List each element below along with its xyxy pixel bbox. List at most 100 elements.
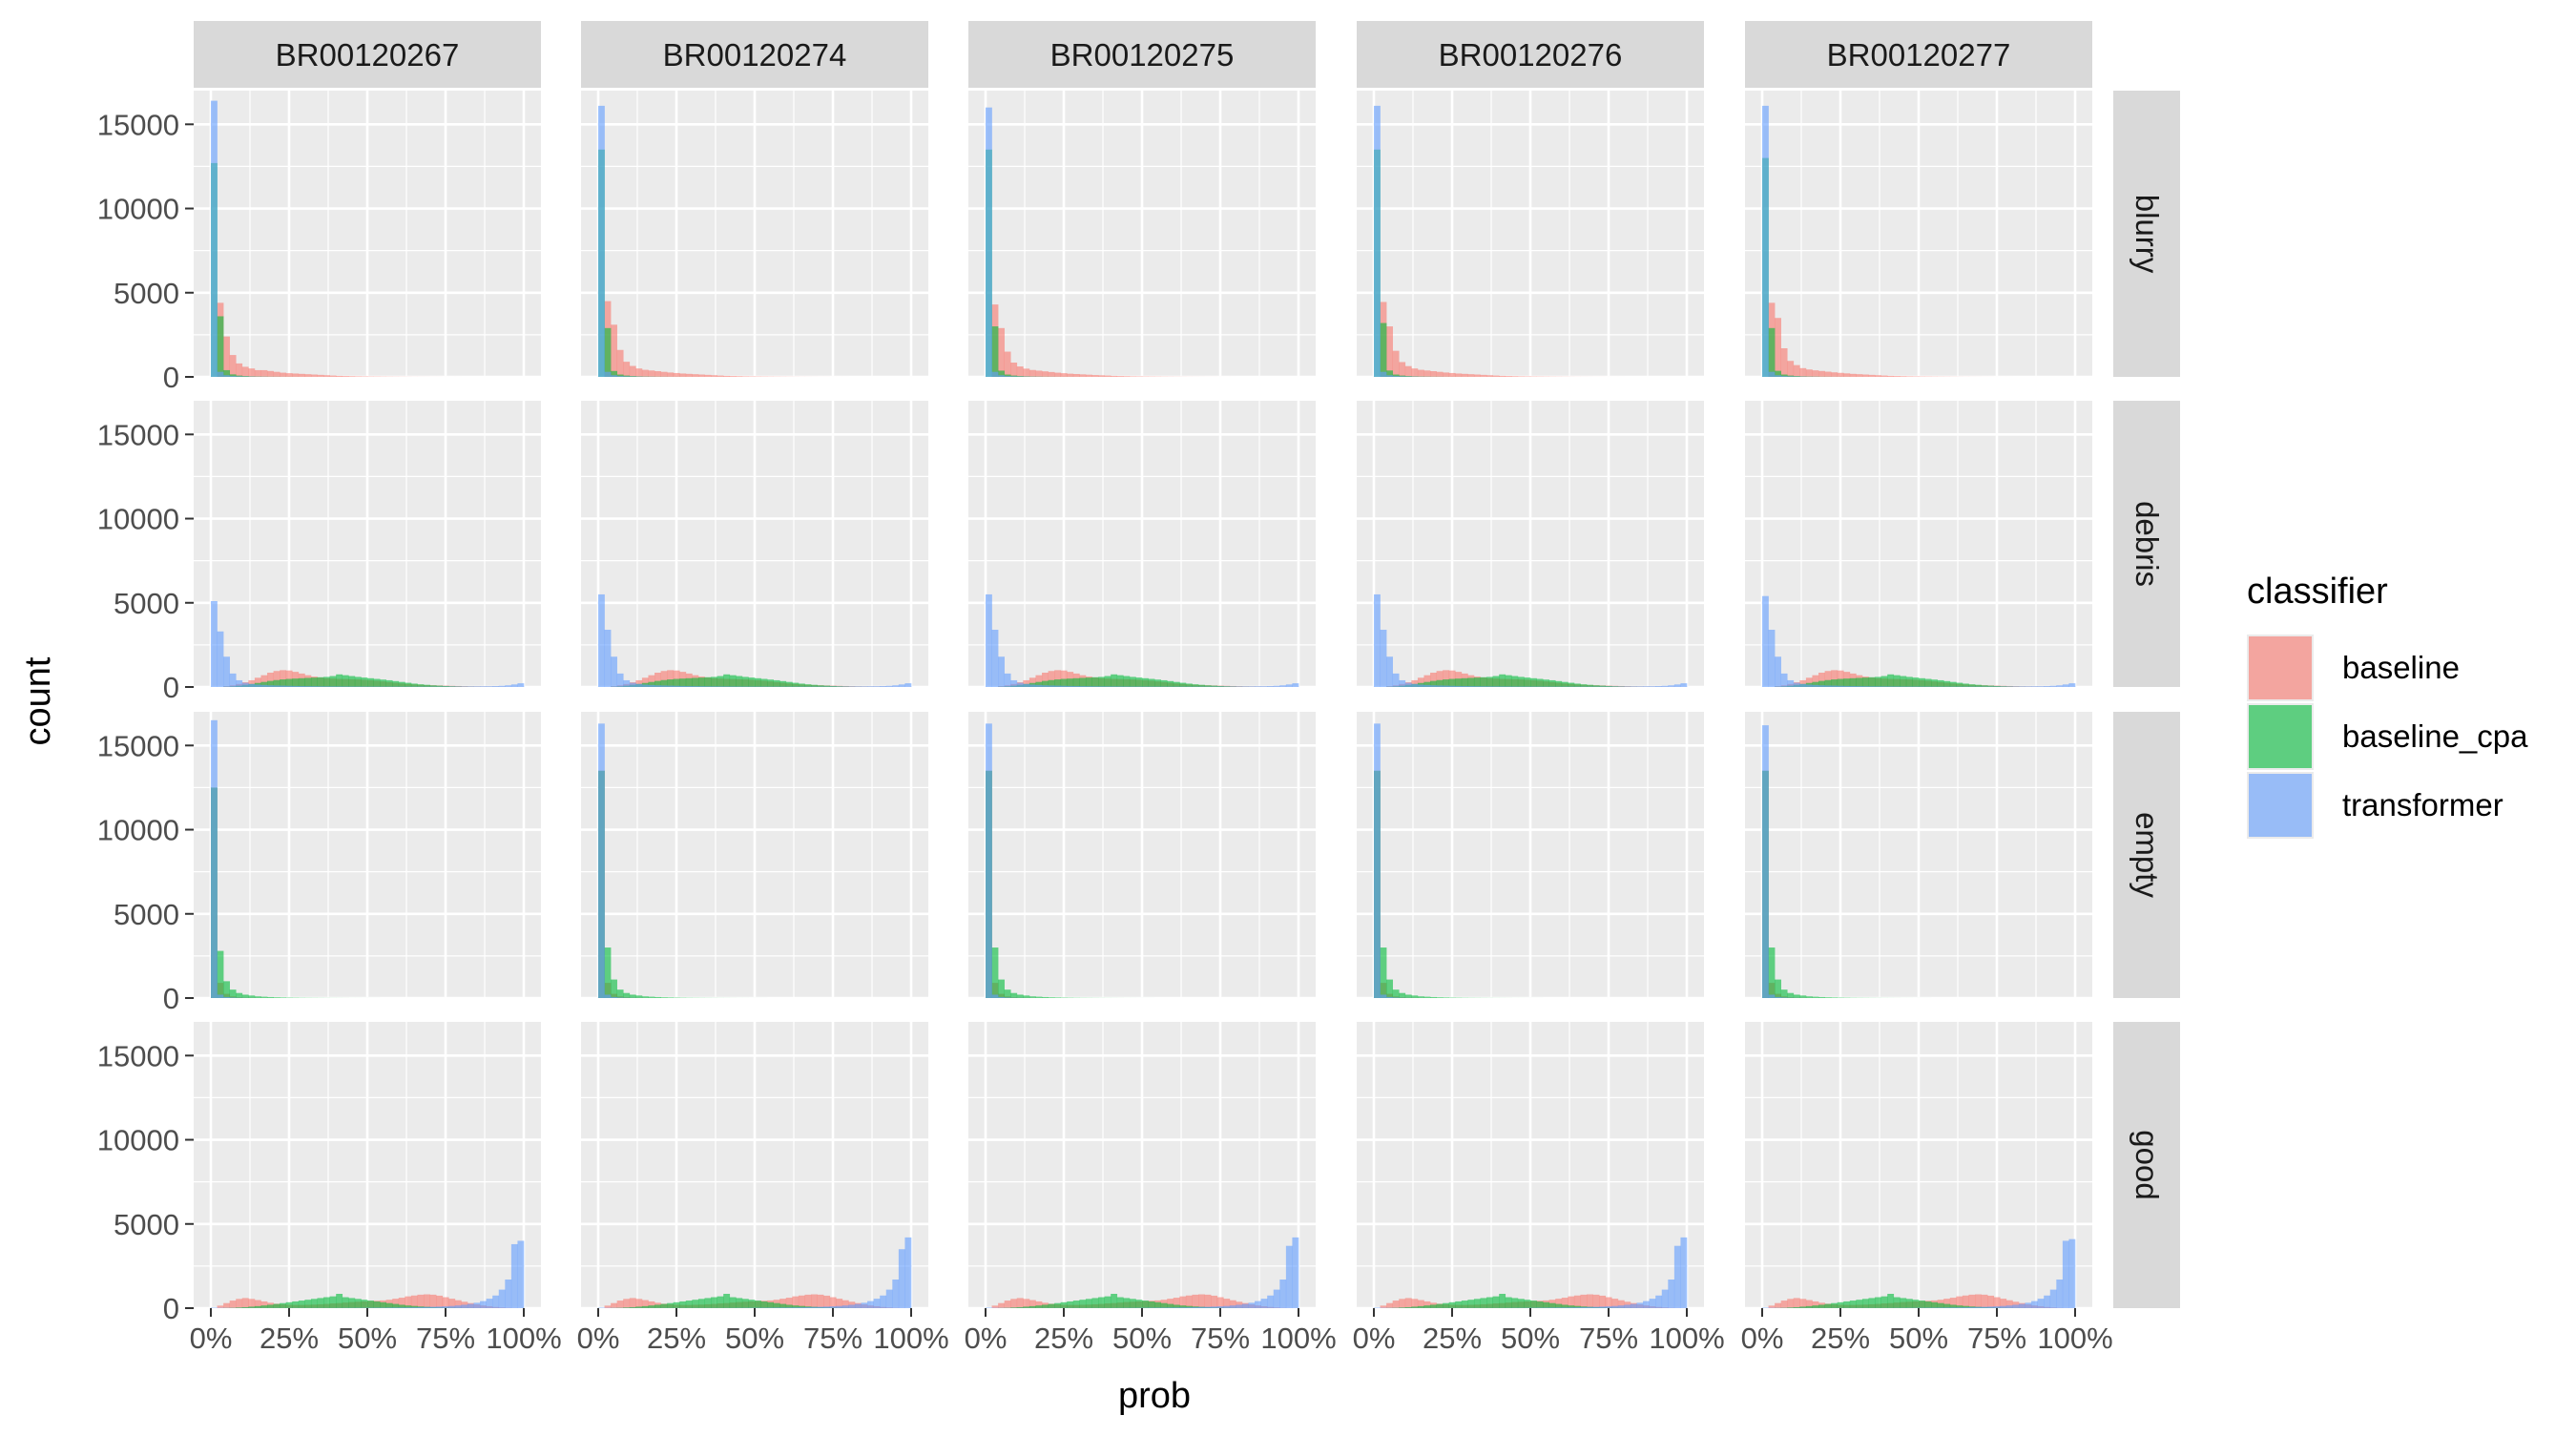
histogram-bar bbox=[1042, 685, 1049, 687]
histogram-bar bbox=[792, 1307, 799, 1308]
histogram-bar bbox=[992, 326, 999, 377]
histogram-bar bbox=[461, 686, 467, 687]
panel-empty-br00120275 bbox=[968, 712, 1316, 998]
histogram-bar bbox=[1399, 362, 1405, 377]
histogram-bar bbox=[998, 375, 1005, 377]
histogram-bar bbox=[330, 1297, 337, 1308]
histogram-bar bbox=[348, 676, 355, 687]
histogram-bar bbox=[692, 677, 698, 687]
column-strip-label: BR00120267 bbox=[276, 37, 460, 73]
histogram-bar bbox=[218, 632, 224, 687]
histogram-bar bbox=[286, 1302, 293, 1308]
histogram-bar bbox=[992, 994, 999, 998]
legend-label: baseline_cpa bbox=[2342, 718, 2528, 754]
histogram-bar bbox=[1856, 374, 1862, 377]
histogram-bar bbox=[1130, 376, 1136, 377]
histogram-bar bbox=[280, 997, 286, 998]
histogram-bar bbox=[2019, 686, 2025, 687]
row-strip-good: good bbox=[2113, 1022, 2180, 1308]
histogram-bar bbox=[1161, 1303, 1168, 1308]
histogram-bar bbox=[1167, 681, 1174, 687]
histogram-bar bbox=[1631, 1304, 1637, 1308]
y-tick-label: 0 bbox=[163, 361, 179, 394]
histogram-bar bbox=[1968, 684, 1975, 687]
histogram-bar bbox=[218, 1305, 224, 1308]
histogram-bar bbox=[211, 101, 218, 377]
histogram-bar bbox=[630, 683, 636, 687]
histogram-bar bbox=[318, 677, 324, 687]
histogram-bar bbox=[679, 373, 686, 377]
histogram-bar bbox=[1242, 1304, 1249, 1308]
histogram-bar bbox=[1098, 676, 1105, 687]
histogram-bar bbox=[986, 594, 992, 687]
x-axis-br00120275: 0%25%50%75%100% bbox=[965, 1308, 1337, 1355]
histogram-bar bbox=[1775, 980, 1781, 998]
histogram-bar bbox=[286, 686, 293, 687]
histogram-bar bbox=[1405, 683, 1412, 687]
histogram-bar bbox=[892, 685, 899, 687]
histogram-bar bbox=[1386, 997, 1393, 998]
histogram-bar bbox=[786, 682, 793, 687]
histogram-bar bbox=[280, 373, 286, 377]
x-tick-label: 100% bbox=[1649, 1322, 1724, 1355]
histogram-bar bbox=[392, 1304, 399, 1308]
histogram-bar bbox=[1073, 686, 1080, 687]
histogram-bar bbox=[2056, 1280, 2063, 1308]
histogram-bar bbox=[1092, 375, 1099, 377]
histogram-bar bbox=[1117, 676, 1124, 687]
histogram-bar bbox=[723, 686, 730, 687]
histogram-bar bbox=[1506, 376, 1512, 377]
histogram-bar bbox=[686, 374, 693, 377]
histogram-bar bbox=[1912, 677, 1919, 687]
histogram-bar bbox=[1850, 1301, 1857, 1308]
histogram-bar bbox=[267, 371, 274, 377]
histogram-bar bbox=[623, 993, 630, 998]
histogram-bar bbox=[1499, 1294, 1506, 1308]
histogram-bar bbox=[2038, 686, 2045, 687]
histogram-bar bbox=[1856, 1300, 1862, 1308]
histogram-bar bbox=[635, 1306, 642, 1308]
histogram-bar bbox=[623, 680, 630, 687]
histogram-bar bbox=[1862, 677, 1869, 687]
histogram-bar bbox=[1411, 684, 1418, 687]
histogram-bar bbox=[1486, 686, 1493, 687]
column-strip-label: BR00120274 bbox=[663, 37, 847, 73]
histogram-bar bbox=[1806, 996, 1813, 998]
y-tick-label: 0 bbox=[163, 671, 179, 704]
histogram-bar bbox=[517, 1240, 524, 1308]
histogram-bar bbox=[867, 686, 874, 687]
histogram-bar bbox=[867, 1301, 874, 1308]
histogram-bar bbox=[605, 947, 612, 998]
panel-debris-br00120267 bbox=[194, 401, 541, 687]
histogram-bar bbox=[1067, 374, 1073, 377]
histogram-bar bbox=[343, 676, 349, 687]
histogram-bar bbox=[1486, 375, 1493, 377]
histogram-bar bbox=[1831, 997, 1838, 998]
histogram-bar bbox=[405, 1307, 411, 1308]
histogram-bar bbox=[1794, 683, 1800, 687]
histogram-bar bbox=[1963, 1307, 1969, 1308]
histogram-bar bbox=[1862, 686, 1869, 687]
histogram-bar bbox=[380, 679, 386, 687]
histogram-bar bbox=[343, 376, 349, 377]
histogram-bar bbox=[2050, 686, 2057, 687]
histogram-bar bbox=[674, 686, 680, 687]
histogram-bar bbox=[1205, 1307, 1212, 1308]
histogram-bar bbox=[711, 1298, 717, 1308]
histogram-bar bbox=[248, 684, 255, 687]
histogram-bar bbox=[635, 995, 642, 998]
histogram-bar bbox=[1631, 686, 1637, 687]
histogram-bar bbox=[499, 686, 506, 687]
histogram-bar bbox=[698, 677, 705, 687]
histogram-bar bbox=[267, 685, 274, 687]
histogram-bar bbox=[1049, 685, 1055, 687]
histogram-bar bbox=[698, 1299, 705, 1308]
histogram-bar bbox=[1856, 686, 1862, 687]
histogram-bar bbox=[323, 676, 330, 687]
histogram-bar bbox=[630, 994, 636, 998]
histogram-bar bbox=[304, 686, 311, 687]
histogram-bar bbox=[736, 376, 742, 377]
histogram-bar bbox=[886, 686, 893, 687]
